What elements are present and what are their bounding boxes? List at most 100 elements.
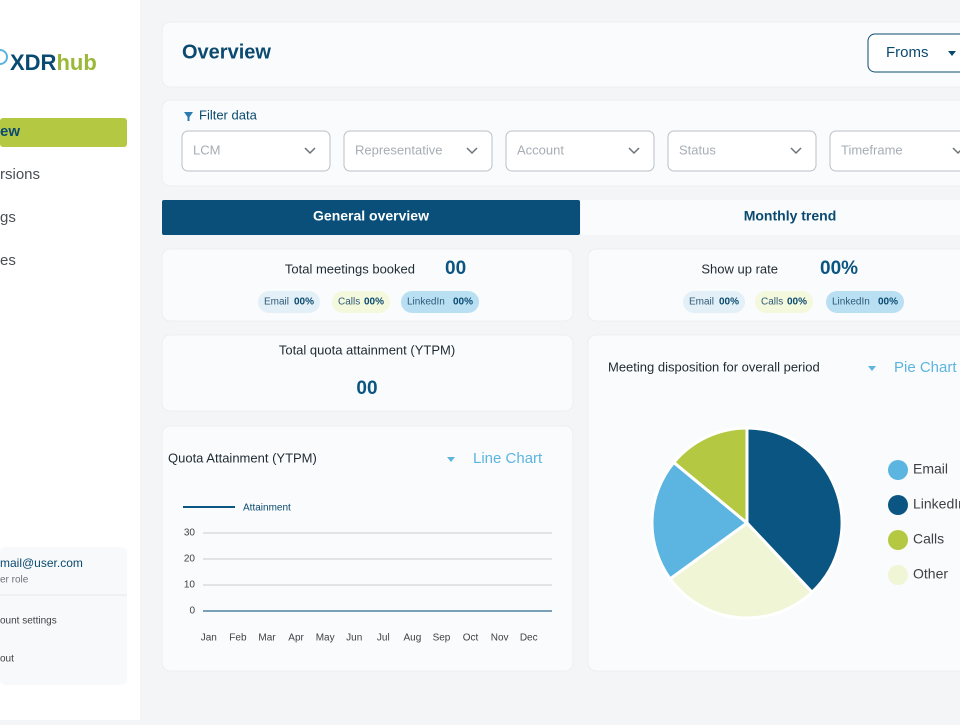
nav-item[interactable]: rsions bbox=[0, 166, 40, 183]
x-tick-label: May bbox=[316, 633, 335, 644]
chip-value: 00% bbox=[364, 297, 384, 308]
card bbox=[161, 334, 574, 412]
pie-slice bbox=[668, 521, 815, 620]
nav-item[interactable]: ew bbox=[0, 123, 20, 140]
chart-selector: Pie Chart bbox=[894, 359, 957, 376]
user-email: mail@user.com bbox=[0, 556, 83, 570]
card bbox=[161, 425, 574, 672]
x-tick-label: Nov bbox=[491, 633, 509, 644]
chip-label: Email bbox=[689, 297, 714, 308]
tab[interactable] bbox=[581, 200, 960, 235]
chip-value: 00% bbox=[719, 297, 739, 308]
dropdown[interactable] bbox=[181, 130, 331, 172]
kpi-title: Total quota attainment (YTPM) bbox=[279, 342, 455, 357]
dropdown-arrow bbox=[868, 366, 876, 371]
x-tick-label: Sep bbox=[433, 633, 451, 644]
dropdown[interactable] bbox=[667, 130, 817, 172]
chip-value: 00% bbox=[878, 297, 898, 308]
tab-label: General overview bbox=[313, 208, 429, 224]
logo-dark: XDR bbox=[10, 50, 57, 75]
nav-item[interactable]: gs bbox=[0, 209, 16, 226]
tab-active[interactable] bbox=[162, 200, 580, 235]
button[interactable] bbox=[867, 33, 960, 73]
x-tick-label: Jul bbox=[377, 633, 390, 644]
legend-swatch bbox=[888, 460, 908, 480]
dropdown[interactable] bbox=[343, 130, 493, 172]
chevron bbox=[304, 147, 316, 155]
menu-item[interactable]: out bbox=[0, 654, 14, 665]
pie-slice bbox=[650, 460, 750, 581]
chart-title: Quota Attainment (YTPM) bbox=[168, 450, 317, 465]
legend-label: Other bbox=[913, 566, 948, 582]
chip-label: Calls bbox=[761, 297, 783, 308]
x-tick-label: Dec bbox=[520, 633, 538, 644]
user-panel bbox=[0, 547, 127, 685]
x-tick-label: Mar bbox=[258, 633, 276, 644]
kpi-value: 00 bbox=[445, 258, 466, 279]
x-tick-label: Aug bbox=[404, 633, 422, 644]
chip-value: 00% bbox=[787, 297, 807, 308]
legend-label: Calls bbox=[913, 531, 944, 547]
legend-swatch bbox=[888, 565, 908, 585]
x-tick-label: Jun bbox=[346, 633, 362, 644]
chip bbox=[401, 291, 479, 313]
dropdown[interactable] bbox=[505, 130, 655, 172]
tab-label: Monthly trend bbox=[744, 208, 837, 224]
chip-label: LinkedIn bbox=[832, 297, 870, 308]
x-tick-label: Jan bbox=[201, 633, 217, 644]
chevron bbox=[466, 147, 478, 155]
nav-item[interactable]: es bbox=[0, 252, 16, 269]
y-tick-label: 0 bbox=[189, 606, 195, 617]
x-tick-label: Feb bbox=[229, 633, 247, 644]
dropdown-placeholder: LCM bbox=[193, 142, 220, 157]
dropdown[interactable] bbox=[829, 130, 960, 172]
pie-slice bbox=[671, 426, 749, 527]
button-label: Froms bbox=[886, 44, 929, 61]
chip-label: LinkedIn bbox=[407, 297, 445, 308]
dropdown-arrow bbox=[948, 51, 956, 56]
user-role: er role bbox=[0, 575, 29, 586]
nav-active bbox=[0, 118, 127, 147]
legend-label: LinkedIn bbox=[913, 496, 960, 512]
logo: XDRhub bbox=[10, 50, 97, 75]
x-tick-label: Apr bbox=[288, 633, 304, 644]
chevron bbox=[628, 147, 640, 155]
legend-label: Attainment bbox=[243, 503, 291, 514]
chip-value: 00% bbox=[294, 297, 314, 308]
chip bbox=[258, 291, 320, 313]
chip-label: Calls bbox=[338, 297, 360, 308]
chip bbox=[683, 291, 745, 313]
kpi-value: 00 bbox=[356, 378, 377, 399]
chip bbox=[755, 291, 813, 313]
y-tick-label: 20 bbox=[184, 554, 196, 565]
kpi-value: 00% bbox=[820, 258, 858, 279]
legend-swatch bbox=[888, 495, 908, 515]
chip bbox=[332, 291, 390, 313]
legend-swatch bbox=[888, 530, 908, 550]
card bbox=[161, 21, 960, 88]
dropdown-placeholder: Status bbox=[679, 142, 716, 157]
kpi-title: Total meetings booked bbox=[285, 261, 415, 276]
chip-label: Email bbox=[264, 297, 289, 308]
legend-label: Email bbox=[913, 461, 948, 477]
kpi-title: Show up rate bbox=[701, 261, 778, 276]
logo-icon bbox=[0, 49, 8, 65]
page-title: Overview bbox=[182, 41, 271, 63]
chart-title: Meeting disposition for overall period bbox=[608, 359, 820, 374]
chart-selector: Line Chart bbox=[473, 450, 543, 467]
x-tick-label: Oct bbox=[463, 633, 479, 644]
y-tick-label: 30 bbox=[184, 528, 196, 539]
dropdown-placeholder: Timeframe bbox=[841, 142, 903, 157]
filter-icon bbox=[184, 112, 193, 121]
chevron bbox=[790, 147, 802, 155]
y-tick-label: 10 bbox=[184, 580, 196, 591]
filter-label: Filter data bbox=[199, 107, 258, 122]
chevron bbox=[952, 147, 960, 155]
chip bbox=[826, 291, 904, 313]
dropdown-placeholder: Representative bbox=[355, 142, 442, 157]
pie-slice bbox=[745, 426, 844, 595]
chip-value: 00% bbox=[453, 297, 473, 308]
menu-item[interactable]: ount settings bbox=[0, 616, 57, 627]
dropdown-arrow bbox=[447, 457, 455, 462]
